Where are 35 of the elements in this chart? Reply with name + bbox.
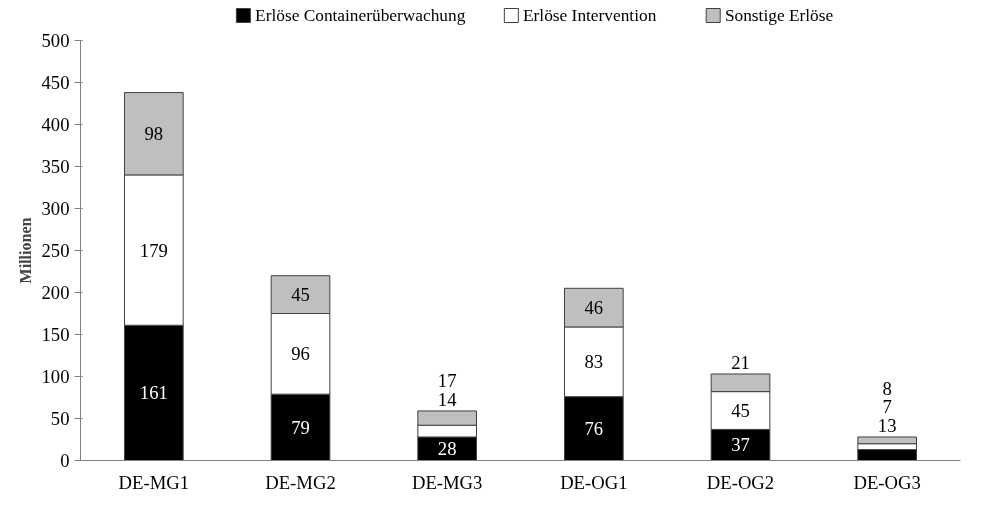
x-tick-label: DE-OG3 <box>853 471 921 493</box>
y-tick-label: 0 <box>60 450 70 471</box>
data-label: 8 <box>882 377 892 399</box>
data-label: 79 <box>291 416 310 438</box>
data-label: 45 <box>731 400 750 422</box>
y-tick-label: 300 <box>41 198 70 219</box>
data-label: 161 <box>139 382 168 404</box>
data-label: 98 <box>144 123 164 145</box>
data-label: 45 <box>291 284 310 306</box>
x-tick-label: DE-MG3 <box>411 471 483 493</box>
data-label: 179 <box>139 239 168 261</box>
data-label: 76 <box>584 418 604 440</box>
data-label: 37 <box>731 434 750 456</box>
y-tick-label: 500 <box>41 30 70 51</box>
y-tick-label: 450 <box>41 72 70 93</box>
y-tick-label: 100 <box>41 366 70 387</box>
legend-label: Erlöse Containerüberwachung <box>255 6 466 25</box>
y-tick-label: 150 <box>41 324 70 345</box>
y-tick-label: 250 <box>41 240 70 261</box>
y-tick-label: 350 <box>41 156 70 177</box>
data-label: 21 <box>731 351 750 373</box>
data-label: 83 <box>584 351 604 373</box>
y-tick-label: 50 <box>50 408 70 429</box>
legend-label: Erlöse Intervention <box>523 6 657 25</box>
x-tick-label: DE-OG1 <box>560 471 628 493</box>
legend-label: Sonstige Erlöse <box>724 6 834 25</box>
y-axis-title: Millionen <box>16 217 34 284</box>
x-tick-label: DE-OG2 <box>706 471 775 493</box>
y-tick-label: 400 <box>41 114 70 135</box>
data-label: 28 <box>437 438 457 460</box>
y-tick-label: 200 <box>41 282 70 303</box>
x-tick-label: DE-MG1 <box>118 471 190 493</box>
data-label: 46 <box>584 297 604 319</box>
data-label: 96 <box>291 343 310 365</box>
x-tick-label: DE-MG2 <box>265 471 336 493</box>
